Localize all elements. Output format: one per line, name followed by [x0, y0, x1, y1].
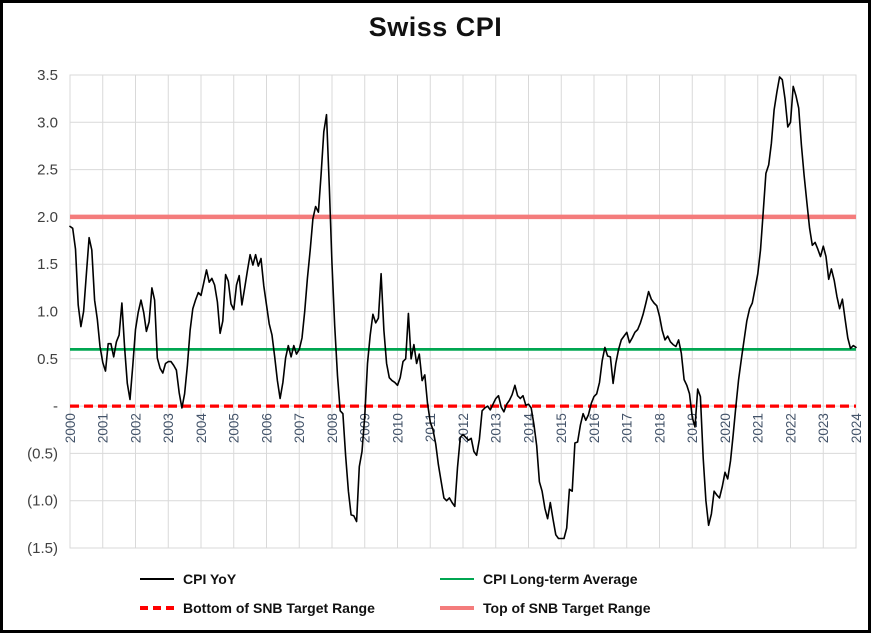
legend-line-sample-long-term-average — [440, 577, 474, 581]
legend-item-bottom-snb-range: Bottom of SNB Target Range — [140, 599, 375, 617]
x-axis-tick-label: 2009 — [358, 413, 373, 443]
x-axis-tick-label: 2022 — [784, 413, 799, 443]
x-axis-tick-label: 2000 — [63, 413, 78, 443]
cpi-line-chart: 3.5 3.0 2.5 2.0 1.5 1.0 0.5 - (0.5) (1.0) (1.5) 200… — [27, 67, 864, 557]
x-axis-tick-label: 2001 — [96, 413, 111, 443]
x-axis-tick-label: 2010 — [391, 413, 406, 443]
y-axis-tick-label: 3.5 — [37, 67, 58, 84]
cpi-yoy-line — [69, 76, 857, 540]
x-axis-tick-label: 2018 — [653, 413, 668, 443]
legend-item-top-snb-range: Top of SNB Target Range — [440, 599, 650, 617]
legend-label-top-snb-range: Top of SNB Target Range — [483, 600, 651, 616]
x-axis-tick-label: 2002 — [129, 413, 144, 443]
y-axis-tick-label: 0.5 — [37, 351, 58, 368]
y-axis-tick-label: (0.5) — [27, 445, 58, 462]
chart-title: Swiss CPI — [368, 12, 503, 42]
x-axis-tick-label: 2006 — [260, 413, 275, 443]
x-axis-tick-label: 2023 — [816, 413, 831, 443]
legend-line-sample-bottom-snb-range — [140, 606, 174, 610]
x-axis-tick-label: 2021 — [751, 413, 766, 443]
x-axis-tick-label: 2011 — [423, 413, 438, 442]
legend-item-long-term-average: CPI Long-term Average — [440, 570, 638, 588]
x-axis-tick-label: 2008 — [325, 413, 340, 443]
plot-area-border — [69, 74, 857, 549]
x-axis-tick-label: 2015 — [554, 413, 569, 443]
x-axis-tick-label: 2020 — [718, 413, 733, 443]
legend-label-long-term-average: CPI Long-term Average — [483, 571, 638, 587]
x-axis-tick-label: 2017 — [620, 413, 635, 443]
y-axis-tick-label: 2.0 — [37, 209, 58, 226]
y-axis-tick-label: - — [53, 398, 58, 415]
x-axis-tick-label: 2024 — [849, 413, 864, 444]
y-axis-tick-label: (1.0) — [27, 493, 58, 510]
y-axis-tick-label: (1.5) — [27, 540, 58, 557]
legend-line-sample-top-snb-range — [440, 605, 474, 611]
legend-label-cpi-yoy: CPI YoY — [183, 571, 237, 587]
x-axis-tick-label: 2003 — [161, 413, 176, 443]
x-axis-tick-label: 2016 — [587, 413, 602, 443]
y-axis-tick-label: 1.5 — [37, 256, 58, 273]
x-axis-tick-label: 2005 — [227, 413, 242, 443]
x-axis-tick-label: 2012 — [456, 413, 471, 443]
legend-label-bottom-snb-range: Bottom of SNB Target Range — [183, 600, 375, 616]
x-axis-tick-label: 2004 — [194, 413, 209, 444]
x-axis-tick-label: 2013 — [489, 413, 504, 443]
x-axis-tick-label: 2007 — [292, 413, 307, 443]
legend-line-sample-cpi-yoy — [140, 578, 174, 580]
y-axis-tick-label: 2.5 — [37, 162, 58, 179]
y-axis-tick-label: 1.0 — [37, 304, 58, 321]
legend-item-cpi-yoy: CPI YoY — [140, 570, 236, 588]
y-axis-tick-label: 3.0 — [37, 114, 58, 131]
x-axis-tick-label: 2019 — [685, 413, 700, 443]
